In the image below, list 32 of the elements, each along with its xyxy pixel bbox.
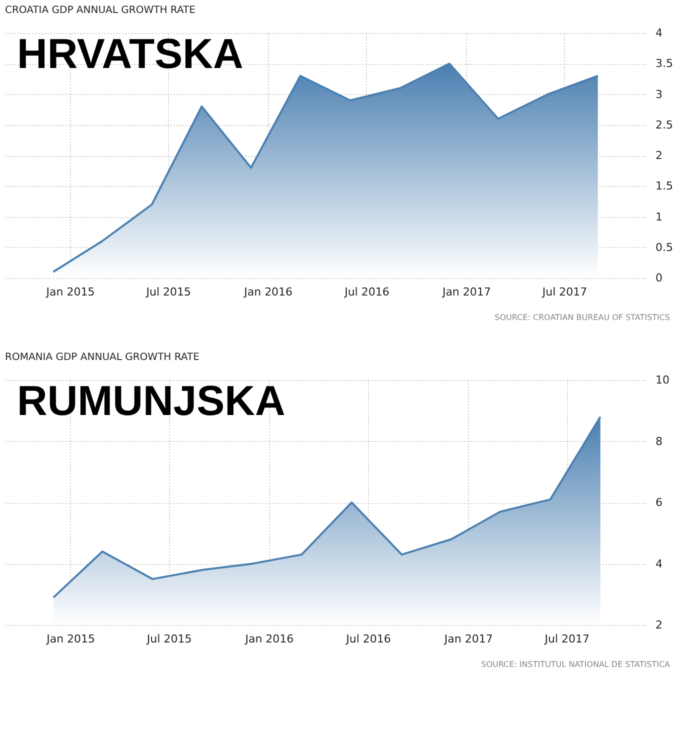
x-tick-label: Jul 2015: [145, 286, 191, 298]
x-tick-label: Jul 2015: [146, 632, 192, 646]
y-tick-label: 4: [656, 557, 662, 570]
x-tick-label: Jul 2017: [541, 286, 588, 298]
x-tick-label: Jul 2017: [544, 632, 590, 646]
source-note: SOURCE: CROATIAN BUREAU OF STATISTICS: [494, 313, 670, 322]
y-tick-label: 0.5: [656, 240, 673, 254]
x-tick-label: Jan 2017: [443, 632, 493, 646]
y-tick-label: 2: [656, 149, 662, 162]
chart-title: ROMANIA GDP ANNUAL GROWTH RATE: [5, 352, 200, 363]
y-tick-label: 3: [656, 88, 662, 101]
y-tick-label: 6: [656, 496, 662, 509]
y-tick-label: 4: [656, 26, 662, 40]
x-tick-label: Jan 2015: [45, 286, 95, 298]
x-tick-label: Jul 2016: [344, 286, 390, 298]
x-tick-label: Jan 2015: [46, 632, 96, 646]
y-tick-label: 8: [656, 434, 662, 448]
x-tick-label: Jul 2016: [345, 632, 391, 646]
annotation: HRVATSKA: [17, 30, 244, 77]
source-note: SOURCE: INSTITUTUL NATIONAL DE STATISTICA: [481, 660, 671, 669]
y-tick-label: 2: [656, 618, 662, 632]
y-tick-label: 0: [656, 272, 662, 284]
y-tick-label: 1.5: [656, 180, 673, 193]
x-tick-label: Jan 2016: [243, 286, 293, 298]
annotation: RUMUNJSKA: [17, 377, 286, 424]
y-tick-label: 2.5: [656, 118, 673, 132]
y-tick-label: 1: [656, 210, 662, 224]
y-tick-label: 10: [656, 374, 670, 386]
x-tick-label: Jan 2016: [244, 632, 294, 646]
x-tick-label: Jan 2017: [441, 286, 491, 298]
chart-title: CROATIA GDP ANNUAL GROWTH RATE: [5, 5, 196, 16]
y-tick-label: 3.5: [656, 57, 673, 70]
